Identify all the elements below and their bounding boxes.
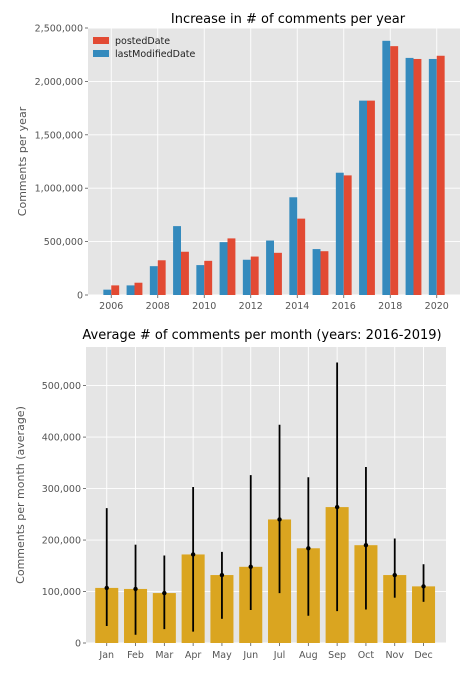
x-tick-label: Nov [385,650,404,661]
x-tick-label: Jun [242,650,258,661]
bar-postedDate [390,46,399,295]
x-tick-label: 2012 [239,301,263,312]
bar-postedDate [181,251,189,295]
mean-point [133,586,138,592]
bar-month [383,575,407,643]
bar-postedDate [227,238,236,295]
mean-point [334,504,340,510]
bar-lastModifiedDate [289,197,298,295]
bar-lastModifiedDate [173,226,181,295]
bar-lastModifiedDate [335,172,344,295]
bar-postedDate [111,285,120,295]
bar-lastModifiedDate [103,289,112,295]
bar-postedDate [320,251,329,295]
error-bars [104,362,426,635]
mean-point [306,546,311,551]
legend: postedDate lastModifiedDate [93,36,196,60]
chart-title: Average # of comments per month (years: … [82,328,441,343]
bar-lastModifiedDate [405,57,414,296]
x-tick-label: 2016 [332,301,356,312]
bar-lastModifiedDate [126,285,135,295]
y-axis-label: Comments per year [16,106,29,216]
y-tick-label: 200,000 [42,536,81,547]
x-tick-labels: 2006 2008 2010 2012 2014 2016 2018 2020 [99,295,449,312]
y-tick-label: 0 [75,639,81,650]
x-tick-label: Feb [127,650,144,661]
legend-label-posted: postedDate [115,36,170,47]
mean-point [104,585,109,591]
x-tick-label: Sep [328,650,346,661]
x-tick-label: 2014 [285,301,309,312]
y-tick-label: 1,500,000 [35,130,83,141]
bar-postedDate [204,260,213,295]
y-tick-label: 300,000 [42,484,81,495]
chart-comments-per-year: 0 500,000 1,000,000 1,500,000 2,000,000 2,500… [16,12,460,312]
legend-label-modified: lastModifiedDate [115,49,196,60]
bar-postedDate [134,282,143,295]
bar-lastModifiedDate [428,58,437,295]
y-tick-label: 2,500,000 [35,24,83,35]
x-tick-label: Mar [155,650,173,661]
x-tick-label: May [212,650,232,661]
bar-postedDate [274,252,282,295]
bar-month [412,586,436,643]
bar-postedDate [157,260,166,295]
x-tick-label: Jan [98,650,114,661]
y-tick-label: 2,000,000 [35,77,83,88]
x-tick-label: Jul [273,650,285,661]
bar-postedDate [367,100,375,296]
x-tick-label: 2008 [146,301,170,312]
y-axis-label: Comments per month (average) [14,406,27,584]
mean-point [363,542,369,548]
bar-postedDate [250,256,259,295]
x-tick-label: Dec [414,650,432,661]
y-tick-labels: 0 100,000 200,000 300,000 400,000 500,000 [42,381,86,650]
chart-title: Increase in # of comments per year [171,12,406,27]
bar-lastModifiedDate [219,242,228,295]
x-tick-label: Apr [185,650,202,661]
mean-point [277,517,282,522]
bars [103,40,445,296]
y-tick-label: 500,000 [42,381,81,392]
x-tick-label: 2018 [378,301,402,312]
bar-postedDate [343,175,352,295]
mean-point [219,572,225,578]
legend-swatch-modified [93,50,109,57]
bar-lastModifiedDate [382,40,391,295]
y-tick-label: 1,000,000 [35,184,83,195]
y-tick-label: 500,000 [44,237,83,248]
bar-lastModifiedDate [312,249,321,295]
mean-point [248,564,253,570]
bar-lastModifiedDate [149,266,158,295]
chart-comments-per-month: 0 100,000 200,000 300,000 400,000 500,000 Jan… [14,328,446,661]
bar-lastModifiedDate [242,259,251,295]
mean-point [392,572,397,578]
mean-point [190,552,196,557]
x-tick-label: 2006 [99,301,123,312]
mean-point [162,590,167,596]
bar-postedDate [436,55,445,295]
x-tick-labels: Jan Feb Mar Apr May Jun Jul Aug Sep Oct Nov Dec [98,643,433,661]
bar-postedDate [297,218,306,295]
y-tick-label: 400,000 [42,433,81,444]
x-tick-label: 2020 [425,301,449,312]
y-tick-label: 0 [77,291,83,302]
bar-postedDate [413,58,422,295]
bar-lastModifiedDate [266,240,274,295]
bar-lastModifiedDate [196,265,205,295]
bar-lastModifiedDate [359,100,367,296]
x-tick-label: Oct [358,650,375,661]
legend-swatch-posted [93,37,109,44]
x-tick-label: 2010 [192,301,216,312]
y-tick-labels: 0 500,000 1,000,000 1,500,000 2,000,000 2,500… [35,24,88,302]
x-tick-label: Aug [299,650,318,661]
y-tick-label: 100,000 [42,587,81,598]
mean-point [421,584,426,589]
